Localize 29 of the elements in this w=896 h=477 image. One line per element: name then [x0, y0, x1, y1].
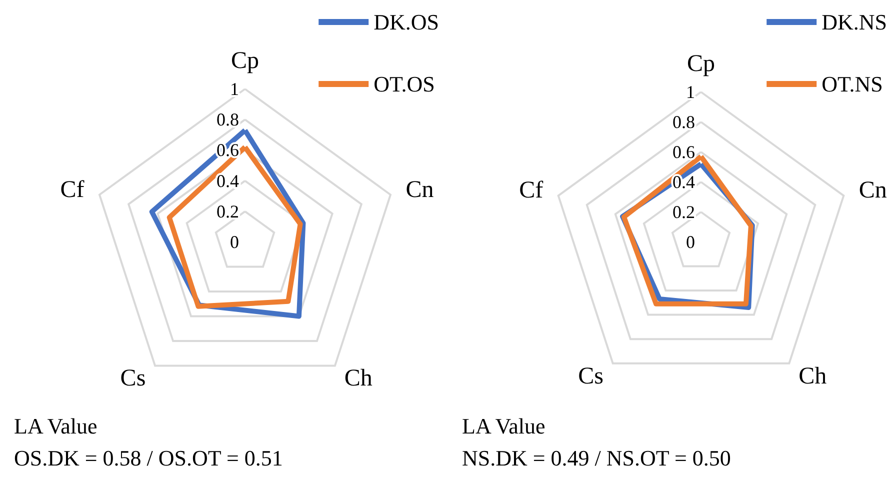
spoke-label: Cs	[120, 366, 146, 392]
spoke-label: Ch	[798, 363, 827, 390]
y-tick-label: 0.4	[672, 172, 695, 192]
y-tick-label: 0	[686, 232, 695, 252]
legend-label: OT.OS	[374, 72, 435, 96]
spoke-label: Cn	[858, 178, 887, 204]
y-tick-label: 0.8	[216, 110, 239, 130]
text: LA Value	[14, 414, 98, 438]
text: LA Value	[462, 414, 546, 438]
spoke-label: Ch	[344, 366, 372, 392]
legend-label: DK.OS	[374, 10, 440, 34]
spoke-label: Cs	[578, 363, 604, 390]
y-tick-label: 1	[230, 79, 239, 99]
y-tick-label: 1	[686, 82, 695, 102]
y-tick-label: 0.6	[672, 142, 695, 162]
spoke-label: Cp	[686, 51, 716, 77]
spoke-label: Cp	[230, 48, 260, 74]
legend-label: DK.NS	[822, 10, 888, 34]
y-tick-label: 0.8	[672, 112, 695, 132]
spoke-label: Cf	[519, 178, 544, 204]
text: OS.DK = 0.58 / OS.OT = 0.51	[14, 446, 283, 470]
spoke-label: Cf	[60, 176, 84, 203]
legend-label: OT.NS	[822, 72, 883, 96]
y-tick-label: 0.2	[216, 201, 239, 222]
y-tick-label: 0.2	[672, 202, 695, 222]
spoke-label: Cn	[406, 176, 434, 203]
y-tick-label: 0	[230, 232, 239, 252]
text: NS.DK = 0.49 / NS.OT = 0.50	[462, 446, 731, 470]
y-tick-label: 0.4	[216, 170, 239, 191]
